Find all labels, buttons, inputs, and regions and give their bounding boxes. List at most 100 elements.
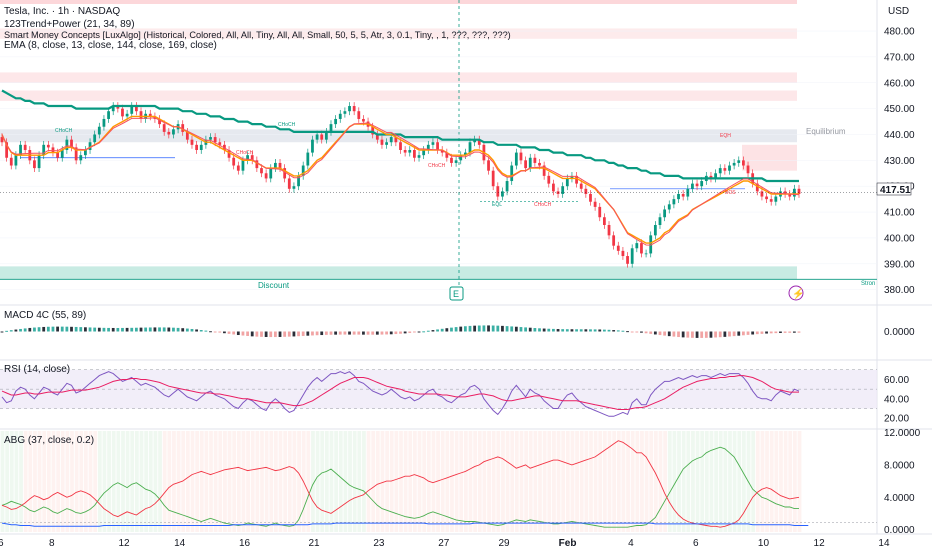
macd-bar [552,328,555,332]
candle [33,160,36,169]
macd-bar [519,327,523,332]
rsi-pane-title[interactable]: RSI (14, close) [4,364,70,375]
abg-bg-column [320,431,325,532]
candle [306,152,310,166]
choch-label: CHoCH [428,163,446,169]
macd-bar [283,331,287,337]
abg-bg-column [5,431,10,532]
macd-bar [23,328,27,332]
macd-bar [704,331,708,338]
abg-bg-column [399,431,403,532]
macd-bar [482,325,486,332]
macd-bar [324,331,328,335]
macd-bar [130,327,134,332]
abg-bg-column [728,431,732,532]
abg-bg-column [380,431,385,532]
abg-tick-label: 12.0000 [884,428,921,439]
x-tick-label: 14 [174,538,186,549]
chart-title[interactable]: Tesla, Inc. · 1h · NASDAQ [4,6,120,17]
candle [450,157,453,163]
price-badge [876,182,912,196]
candle [139,111,143,119]
candle [190,139,194,145]
abg-bg-column [176,431,181,532]
equilibrium-label: Equilibrium [806,127,846,136]
macd-tick-label: 0.0000 [884,327,915,338]
macd-bar [570,329,574,332]
candle [74,147,78,161]
abg-bg-column [218,431,223,532]
candle [134,106,138,112]
dividend-bolt-glyph: ⚡ [792,287,804,300]
macd-bar [732,331,736,337]
indicator-label-smc[interactable]: Smart Money Concepts [LuxAlgo] (Historic… [4,30,511,40]
abg-bg-column [487,431,491,532]
candle [454,160,458,163]
x-tick-label: 21 [308,538,320,549]
price-badge-value: 417.51 [880,185,911,196]
candle [236,165,240,171]
earnings-marker[interactable] [449,286,464,301]
candle [593,201,597,207]
macd-bar [362,331,365,335]
abg-bg-column [334,431,339,532]
macd-bar [102,327,106,332]
candle [218,142,222,145]
candle [658,217,662,225]
candle [287,178,291,189]
macd-bar [765,331,768,334]
abg-bg-column [213,431,218,532]
abg-bg-column [737,431,742,532]
candle [644,253,648,255]
macd-bar [199,330,203,332]
choch-label: CHoCH [55,128,73,134]
macd-bar [677,331,680,338]
abg-bg-column [621,431,626,532]
candle [232,157,236,166]
abg-tick-label: 8.0000 [884,460,915,471]
candle [640,243,643,254]
abg-bg-column [598,431,603,532]
x-tick-label: 10 [758,538,770,549]
candle [19,144,22,156]
macd-pane-title[interactable]: MACD 4C (55, 89) [4,310,86,321]
macd-bar [338,331,342,335]
abg-bg-column [584,431,589,532]
candle [9,157,13,166]
macd-bar [408,331,412,333]
earnings-marker-label[interactable]: E [453,289,459,299]
indicator-label-ema[interactable]: EMA (8, close, 13, close, 144, close, 16… [4,40,217,51]
macd-bar [329,331,333,335]
abg-pane-title[interactable]: ABG (37, close, 0.2) [4,435,94,446]
candle [334,118,338,125]
dividend-bolt-icon[interactable] [788,285,804,301]
abg-bg-column [167,431,172,532]
candle [241,160,245,171]
candle [602,217,606,225]
macd-bar [709,331,713,338]
candle [320,134,324,140]
abg-bg-column [357,431,362,532]
candle [357,111,361,119]
candle [172,129,175,135]
macd-bar [533,328,537,332]
candle [5,142,9,158]
abg-bg-column [422,431,427,532]
candle [737,160,741,163]
macd-bar [65,326,69,332]
macd-bar [227,331,231,334]
macd-bar [514,326,518,332]
candle [297,175,300,187]
discount-zone [0,266,797,280]
abg-bg-column [93,431,98,532]
candle [107,111,110,119]
indicator-label-123trend[interactable]: 123Trend+Power (21, 34, 89) [4,19,135,30]
y-tick-label: 470.00 [884,52,915,63]
x-tick-label: 6 [693,538,699,549]
macd-bar [116,327,120,332]
abg-bg-column [663,431,668,532]
abg-bg-column [23,431,28,532]
macd-bar [779,331,782,333]
candle [459,155,463,161]
